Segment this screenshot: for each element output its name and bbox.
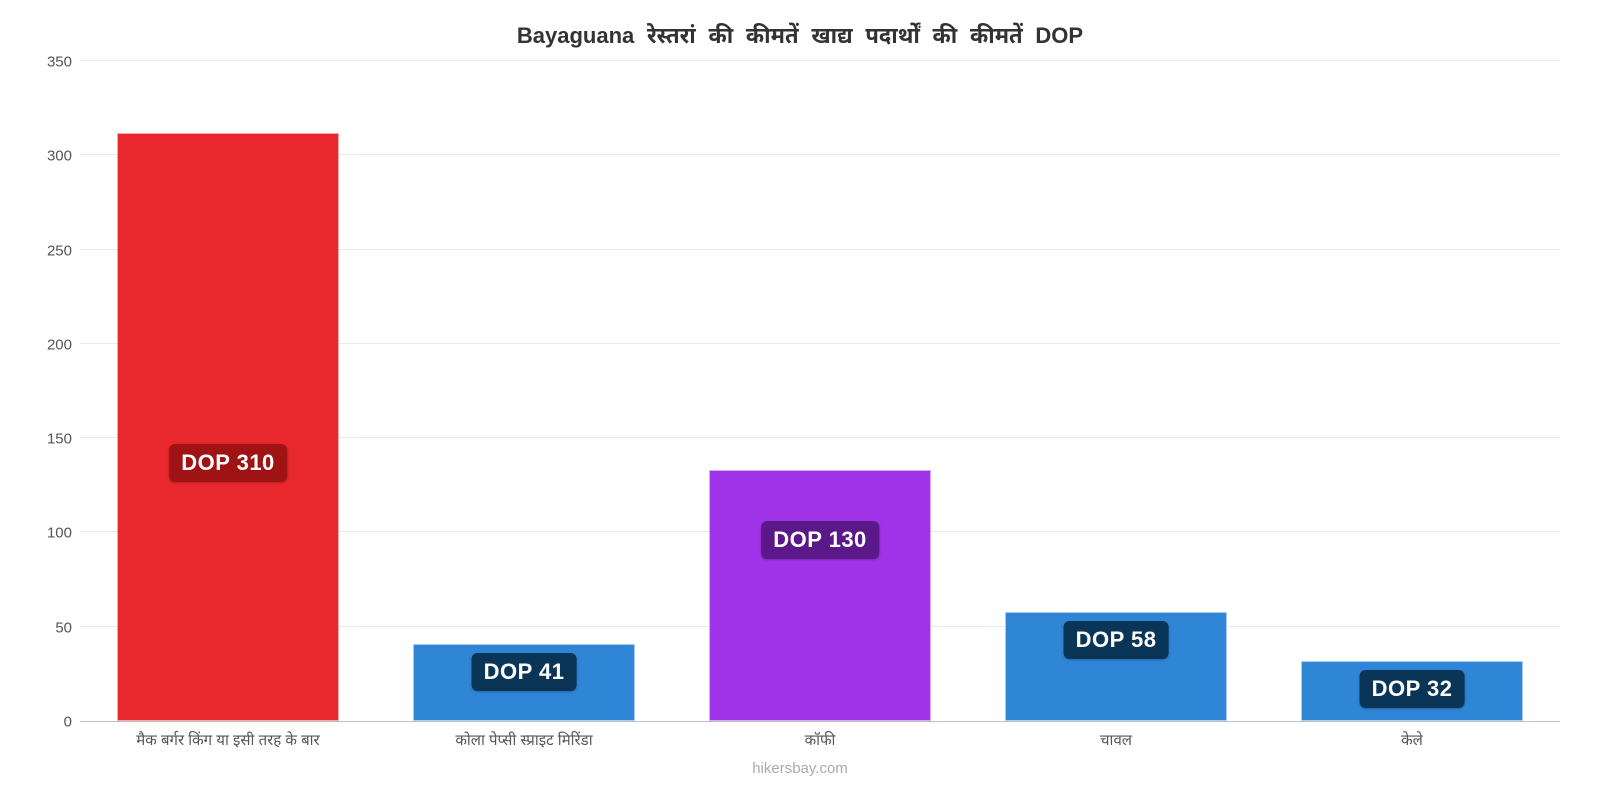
x-axis-label: चावल xyxy=(968,730,1264,750)
x-axis-label: कॉफी xyxy=(672,730,968,750)
y-tick-label: 0 xyxy=(30,714,72,731)
bar: DOP 58 xyxy=(1005,612,1227,721)
x-axis-label: केले xyxy=(1264,730,1560,750)
y-tick-label: 250 xyxy=(30,242,72,259)
bar-slot: DOP 41 xyxy=(376,62,672,721)
y-tick-label: 350 xyxy=(30,54,72,71)
value-badge: DOP 310 xyxy=(169,444,287,482)
bar-chart: Bayaguana रेस्तरां की कीमतें खाद्य पदार्… xyxy=(30,20,1570,777)
y-tick-label: 200 xyxy=(30,336,72,353)
value-badge: DOP 41 xyxy=(472,653,577,691)
plot-area: 050100150200250300350 DOP 310DOP 41DOP 1… xyxy=(80,62,1560,722)
chart-title: Bayaguana रेस्तरां की कीमतें खाद्य पदार्… xyxy=(30,20,1570,50)
value-badge: DOP 130 xyxy=(761,521,879,559)
bar-slot: DOP 130 xyxy=(672,62,968,721)
x-axis-label: कोला पेप्सी स्प्राइट मिरिंडा xyxy=(376,730,672,750)
bar: DOP 310 xyxy=(117,133,339,721)
bar-slot: DOP 32 xyxy=(1264,62,1560,721)
y-tick-label: 50 xyxy=(30,619,72,636)
gridline xyxy=(80,60,1560,61)
bars-row: DOP 310 DOP 41 DOP 130 DOP 58 DOP 32 xyxy=(80,62,1560,721)
watermark: hikersbay.com xyxy=(30,760,1570,777)
bar-slot: DOP 58 xyxy=(968,62,1264,721)
bar: DOP 32 xyxy=(1301,661,1523,721)
value-badge: DOP 58 xyxy=(1064,621,1169,659)
y-tick-label: 100 xyxy=(30,525,72,542)
value-badge: DOP 32 xyxy=(1360,670,1465,708)
x-axis-label: मैक बर्गर किंग या इसी तरह के बार xyxy=(80,730,376,750)
bar: DOP 130 xyxy=(709,470,931,721)
y-tick-label: 150 xyxy=(30,431,72,448)
bar-slot: DOP 310 xyxy=(80,62,376,721)
x-axis-labels: मैक बर्गर किंग या इसी तरह के बारकोला पेप… xyxy=(80,730,1560,750)
y-tick-label: 300 xyxy=(30,148,72,165)
bar: DOP 41 xyxy=(413,644,635,721)
